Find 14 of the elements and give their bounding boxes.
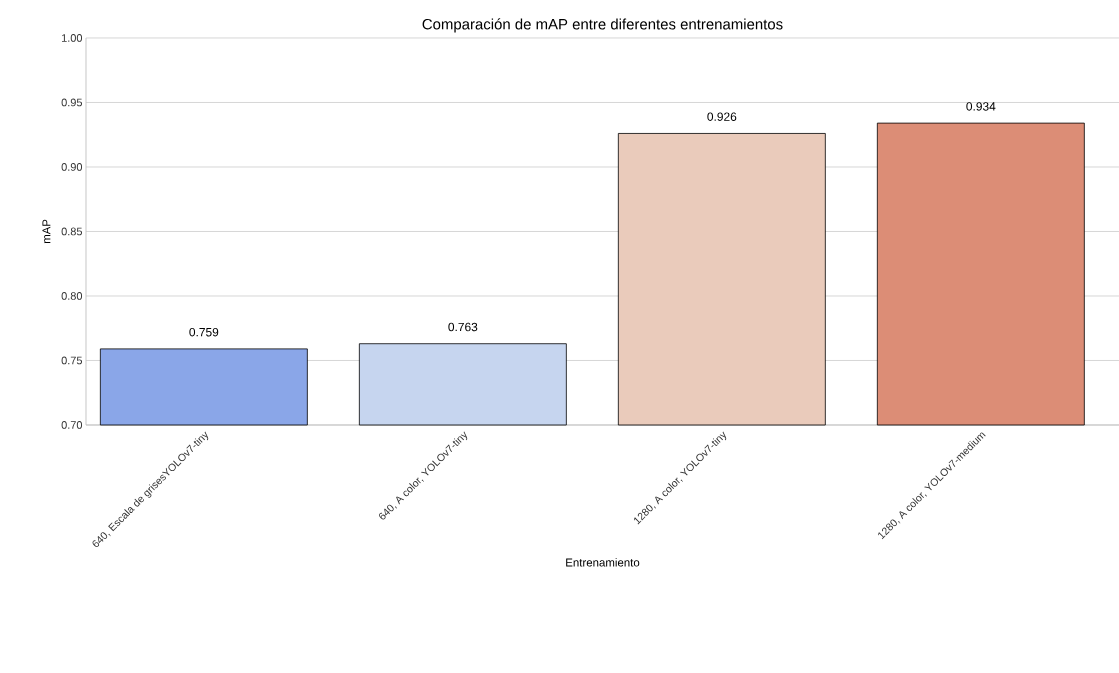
chart-title: Comparación de mAP entre diferentes entrenamientos — [422, 18, 783, 33]
y-tick-label: 0.75 — [61, 356, 83, 365]
x-axis-title: Entrenamiento — [566, 558, 640, 567]
y-tick-label: 0.95 — [61, 98, 83, 107]
y-tick-label: 0.90 — [61, 163, 83, 171]
y-tick-label: 1.00 — [61, 34, 83, 42]
data-label: 0.759 — [189, 327, 219, 337]
y-tick-label: 0.85 — [61, 227, 83, 236]
y-tick-label: 0.80 — [61, 292, 83, 300]
y-tick-label: 0.70 — [61, 421, 83, 429]
data-label: 0.763 — [448, 322, 478, 332]
data-label: 0.934 — [966, 102, 996, 111]
y-axis-title: mAP — [42, 219, 51, 244]
data-label: 0.926 — [707, 112, 737, 121]
